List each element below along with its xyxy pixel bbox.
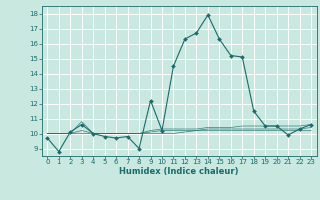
X-axis label: Humidex (Indice chaleur): Humidex (Indice chaleur) (119, 167, 239, 176)
